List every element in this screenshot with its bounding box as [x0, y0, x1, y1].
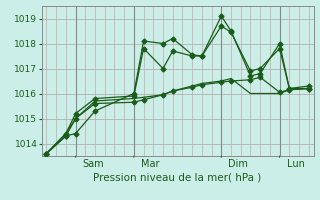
Text: Sam: Sam — [83, 159, 104, 169]
Text: Mar: Mar — [141, 159, 159, 169]
Text: Lun: Lun — [286, 159, 304, 169]
Text: Dim: Dim — [228, 159, 248, 169]
X-axis label: Pression niveau de la mer( hPa ): Pression niveau de la mer( hPa ) — [93, 173, 262, 183]
